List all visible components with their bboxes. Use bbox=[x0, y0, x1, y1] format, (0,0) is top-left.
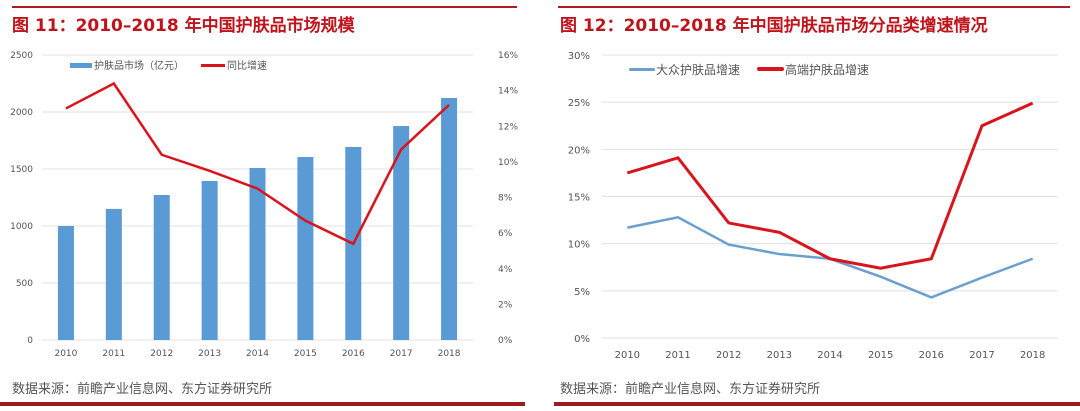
y-tick-label: 1000 bbox=[10, 222, 33, 232]
y-tick-label: 30% bbox=[568, 51, 590, 62]
y-tick-label: 0 bbox=[27, 336, 33, 346]
x-tick-label: 2017 bbox=[390, 349, 413, 359]
y-tick-label: 15% bbox=[568, 193, 590, 204]
right-bottom-rule bbox=[554, 402, 1080, 406]
bar bbox=[105, 208, 122, 340]
bar bbox=[153, 194, 170, 340]
y2-tick-label: 8% bbox=[498, 194, 513, 204]
x-tick-label: 2010 bbox=[54, 349, 77, 359]
bar bbox=[441, 97, 458, 340]
left-chart-title: 图 11：2010–2018 年中国护肤品市场规模 bbox=[12, 16, 355, 36]
y-tick-label: 5% bbox=[574, 287, 590, 298]
x-tick-label: 2013 bbox=[767, 350, 792, 361]
bar bbox=[249, 167, 266, 340]
legend-label-premium: 高端护肤品增速 bbox=[785, 62, 869, 77]
legend-swatch-line bbox=[201, 64, 225, 67]
y2-tick-label: 6% bbox=[498, 229, 513, 239]
legend-label-mass: 大众护肤品增速 bbox=[656, 62, 740, 77]
growth-line bbox=[65, 81, 450, 246]
y-tick-label: 25% bbox=[568, 98, 590, 109]
left-bottom-rule bbox=[0, 402, 525, 406]
left-top-rule bbox=[12, 6, 517, 8]
y2-tick-label: 0% bbox=[498, 336, 513, 346]
bar bbox=[57, 226, 74, 340]
x-tick-label: 2017 bbox=[969, 350, 994, 361]
x-tick-label: 2015 bbox=[294, 349, 317, 359]
right-top-rule bbox=[558, 6, 1070, 8]
y-tick-label: 500 bbox=[16, 279, 33, 289]
y-tick-label: 0% bbox=[574, 334, 590, 345]
y2-tick-label: 2% bbox=[498, 300, 513, 310]
x-tick-label: 2010 bbox=[615, 350, 640, 361]
x-tick-label: 2013 bbox=[198, 349, 221, 359]
bar bbox=[201, 180, 218, 340]
y2-tick-label: 16% bbox=[498, 51, 518, 61]
legend-label-bar: 护肤品市场（亿元） bbox=[94, 59, 184, 72]
x-tick-label: 2016 bbox=[919, 350, 944, 361]
x-tick-label: 2018 bbox=[1020, 350, 1045, 361]
x-tick-label: 2012 bbox=[716, 350, 741, 361]
x-tick-label: 2015 bbox=[868, 350, 893, 361]
x-tick-label: 2016 bbox=[342, 349, 365, 359]
left-source-note: 数据来源：前瞻产业信息网、东方证券研究所 bbox=[12, 382, 273, 397]
y2-tick-label: 14% bbox=[498, 87, 518, 97]
legend-label-line: 同比增速 bbox=[227, 59, 267, 72]
bar bbox=[393, 126, 410, 340]
right-chart-title: 图 12：2010–2018 年中国护肤品市场分品类增速情况 bbox=[560, 16, 988, 36]
y-tick-label: 2500 bbox=[10, 51, 33, 61]
x-tick-label: 2012 bbox=[150, 349, 173, 359]
x-tick-label: 2014 bbox=[817, 350, 842, 361]
x-tick-label: 2014 bbox=[246, 349, 269, 359]
y-tick-label: 1500 bbox=[10, 165, 33, 175]
bar bbox=[297, 157, 314, 340]
y-tick-label: 20% bbox=[568, 145, 590, 156]
y2-tick-label: 10% bbox=[498, 158, 518, 168]
legend-swatch-bar bbox=[70, 63, 92, 68]
series-line bbox=[626, 101, 1034, 270]
legend-swatch-premium bbox=[757, 67, 784, 71]
x-tick-label: 2011 bbox=[665, 350, 690, 361]
y-tick-label: 2000 bbox=[10, 108, 33, 118]
right-source-note: 数据来源：前瞻产业信息网、东方证券研究所 bbox=[560, 382, 821, 397]
y2-tick-label: 4% bbox=[498, 265, 513, 275]
y-tick-label: 10% bbox=[568, 240, 590, 251]
y2-tick-label: 12% bbox=[498, 122, 518, 132]
legend-swatch-mass bbox=[629, 68, 655, 71]
x-tick-label: 2018 bbox=[438, 349, 461, 359]
x-tick-label: 2011 bbox=[102, 349, 125, 359]
